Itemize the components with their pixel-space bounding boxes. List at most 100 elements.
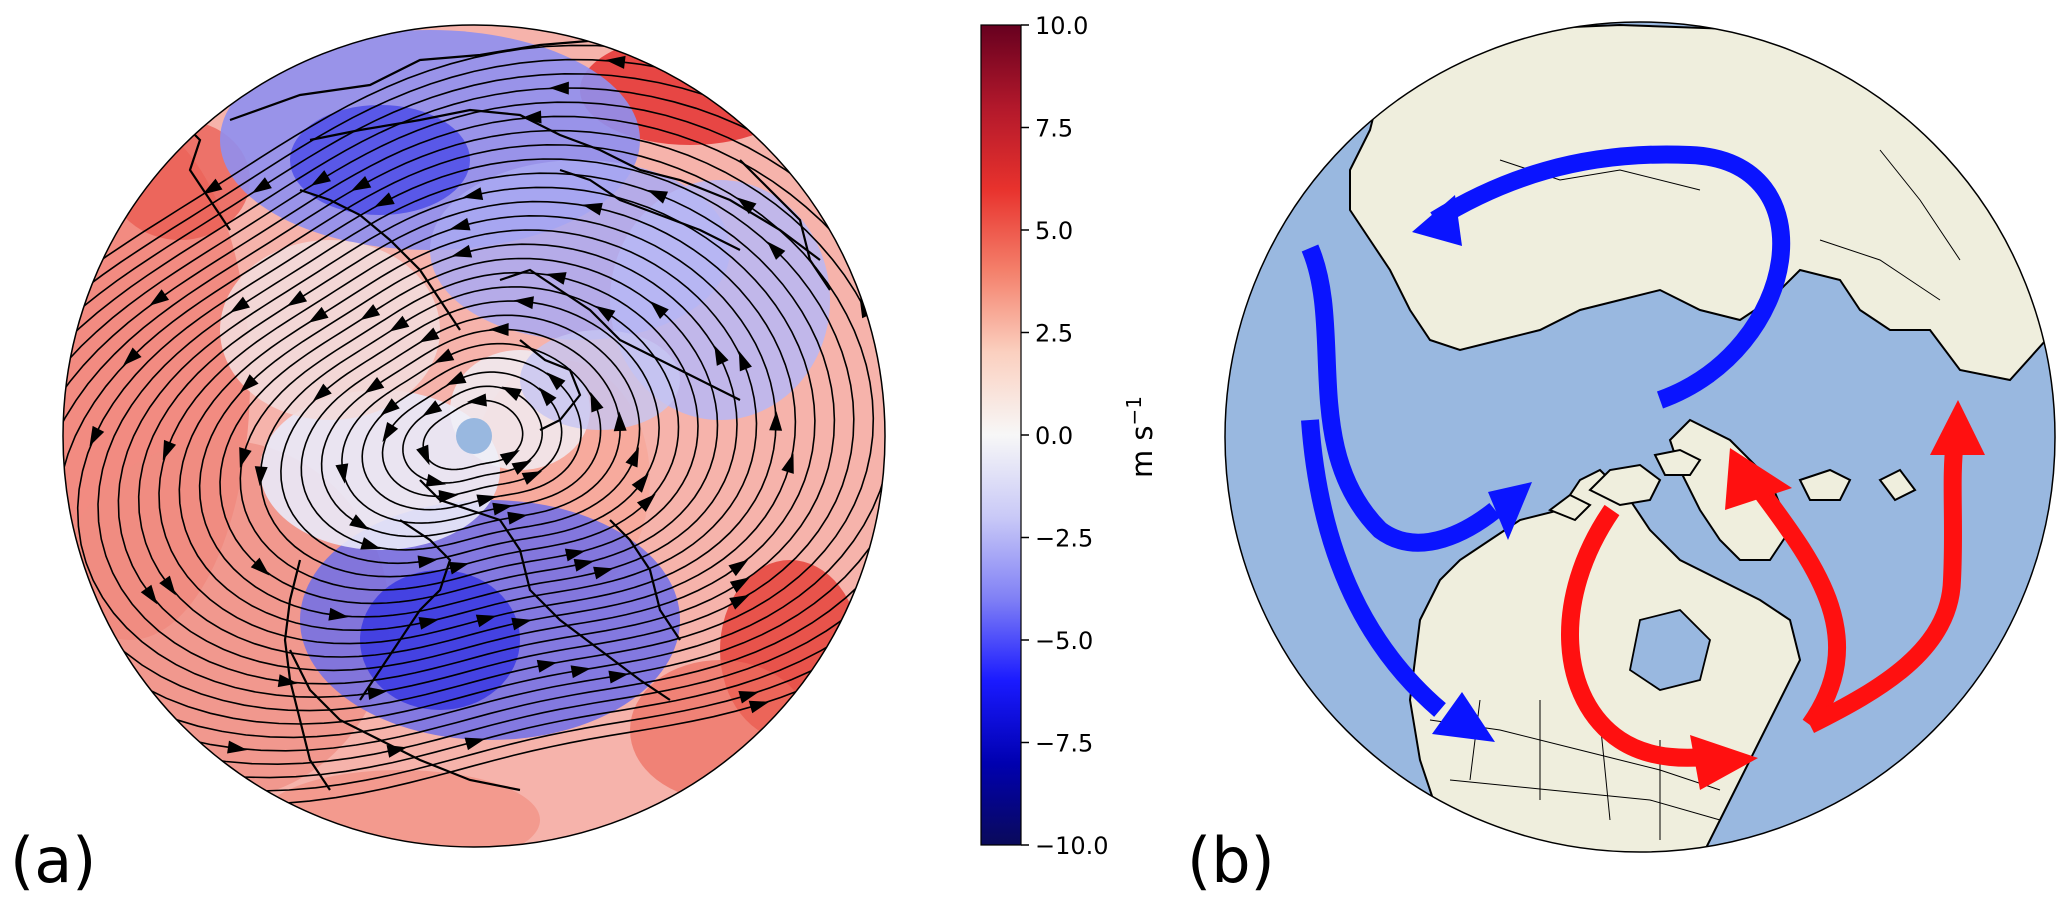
streamline-arrowhead [416, 444, 430, 466]
streamline-arrowhead [328, 607, 349, 621]
streamline-arrowhead [647, 189, 669, 204]
streamline-arrowhead [446, 371, 467, 386]
colorbar-tick-label: 7.5 [1035, 115, 1073, 143]
panel-b-map [1225, 22, 2055, 852]
streamline-arrowhead [546, 372, 566, 391]
streamline-arrowhead [63, 748, 64, 765]
panel-b-boundary [1224, 21, 2056, 853]
streamline-arrowhead [227, 740, 248, 754]
streamline-arrowhead [162, 439, 177, 461]
colorbar-tick-label: −10.0 [1035, 832, 1109, 860]
panel-a-map [39, 25, 933, 847]
streamline-arrowhead [538, 387, 557, 407]
streamline-arrowhead [739, 107, 761, 122]
streamline [158, 214, 777, 645]
streamline-arrowhead [511, 460, 532, 475]
streamline [97, 172, 836, 685]
streamline-arrowhead [308, 306, 329, 323]
streamline-arrowhead [513, 296, 534, 310]
streamline-arrowhead [499, 449, 520, 466]
streamline-arrowhead [748, 700, 770, 714]
streamline-arrowhead [230, 296, 250, 313]
cold-arrowhead-1 [1412, 195, 1462, 246]
streamline-arrowhead [367, 686, 388, 700]
streamline [63, 129, 885, 725]
streamline-arrowhead [781, 453, 794, 474]
streamline-arrowhead [39, 567, 49, 584]
streamline [239, 271, 699, 591]
streamline-arrowhead [449, 217, 471, 231]
streamline-arrowhead [767, 241, 786, 260]
colorbar-tick-label: −7.5 [1035, 730, 1093, 758]
streamline-arrowhead [736, 197, 757, 215]
streamline-arrowhead [922, 447, 933, 464]
streamline-arrowhead [425, 473, 447, 487]
panel-b-label: (b) [1187, 824, 1275, 897]
streamline-arrowhead [582, 202, 603, 216]
streamline-arrowhead [382, 421, 399, 442]
streamline-arrowhead [570, 665, 591, 679]
warm-arrowhead-3 [1930, 400, 1985, 455]
streamline [259, 286, 680, 578]
streamline [63, 115, 885, 739]
streamline-arrowhead [239, 374, 259, 393]
streamline-arrowhead [312, 383, 332, 402]
streamline-arrowhead [593, 566, 614, 580]
hudson-bay [1628, 609, 1711, 691]
colorbar-bar [980, 24, 1022, 846]
cold-arrowheads [1412, 195, 1532, 742]
streamline [320, 328, 621, 538]
streamline-arrowhead [360, 537, 381, 550]
warm-air-arrows [1561, 438, 1964, 767]
streamline [280, 300, 660, 565]
streamline-arrowhead [851, 132, 871, 151]
warm-arrowhead-1 [1690, 735, 1758, 790]
streamline-arrowhead [140, 584, 158, 605]
streamline-arrowhead [310, 170, 331, 186]
streamline-arrowhead [422, 400, 443, 417]
streamline-arrowhead [536, 659, 558, 673]
streamline-arrowhead [728, 559, 749, 577]
streamline-arrowhead [608, 670, 629, 684]
streamline-arrowhead [433, 348, 455, 364]
colorbar: 10.0 7.5 5.0 2.5 0.0 −2.5 −5.0 −7.5 −10.0 m s−1 [980, 12, 1159, 860]
streamline-arrowhead [649, 300, 669, 319]
streamline-arrowhead [511, 617, 532, 631]
streamline-arrowhead [521, 471, 543, 485]
cold-air-arrows [1301, 145, 1791, 717]
streamline-arrowhead [549, 81, 569, 95]
streamline-arrowhead [915, 553, 929, 569]
colorbar-ticks: 10.0 7.5 5.0 2.5 0.0 −2.5 −5.0 −7.5 −10.0 [1021, 12, 1109, 860]
colorbar-tick-label: −5.0 [1035, 627, 1093, 655]
streamline-arrowhead [462, 187, 484, 200]
streamline-arrowhead [254, 466, 268, 487]
streamline-arrowhead [636, 493, 656, 512]
cold-arrowhead-2 [1488, 482, 1532, 540]
panel-a-label: (a) [10, 824, 96, 897]
streamline-arrowhead [625, 447, 639, 468]
streamline-arrowhead [590, 391, 604, 413]
streamline-arrowhead [714, 345, 729, 366]
streamline [300, 314, 641, 551]
streamline [361, 357, 582, 511]
streamline-arrowhead [489, 323, 509, 337]
streamline-arrowhead [738, 691, 759, 704]
streamline [63, 101, 885, 752]
streamline-arrowhead [769, 410, 783, 431]
streamline-arrowhead [89, 425, 105, 447]
streamline-arrowhead [475, 614, 497, 628]
streamline-arrowhead [417, 555, 438, 569]
streamline-arrowhead [595, 305, 616, 322]
warm-arrow-atlantic [1561, 504, 1722, 767]
panel-a: (a) [10, 24, 933, 897]
streamline-arrowhead [380, 398, 400, 416]
colorbar-tick-label: −2.5 [1035, 525, 1093, 553]
streamline-arrowhead [492, 502, 513, 516]
colorbar-tick-label: 2.5 [1035, 320, 1073, 348]
streamline-arrowhead [419, 327, 440, 343]
streamline [63, 87, 885, 766]
streamline [341, 342, 602, 524]
streamline-arrowhead [159, 575, 176, 596]
streamline-arrowhead [564, 548, 586, 562]
streamline-arrowhead [729, 594, 750, 610]
